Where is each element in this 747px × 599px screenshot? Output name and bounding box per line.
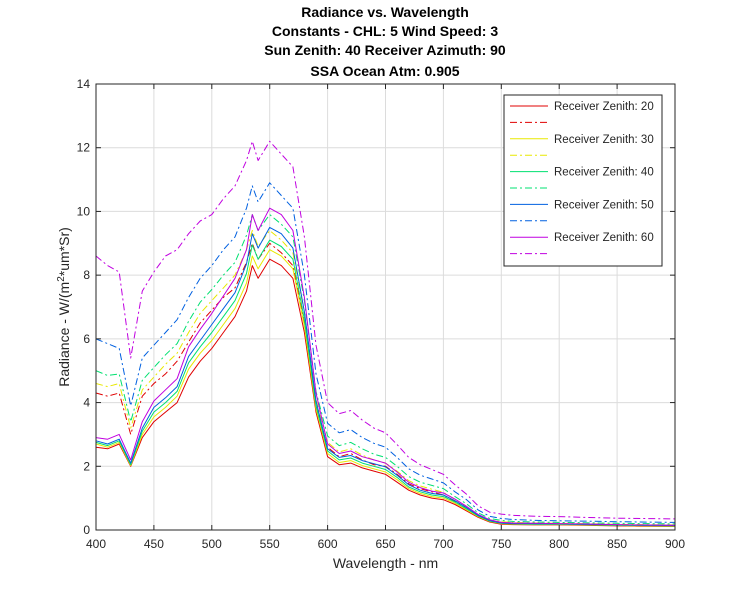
series-line-9 [95, 207, 676, 526]
x-tick-label: 450 [144, 537, 164, 551]
title-line-2: Constants - CHL: 5 Wind Speed: 3 [272, 23, 498, 39]
x-tick-label: 550 [260, 537, 280, 551]
x-axis-ticks: 400 450 500 550 600 650 700 750 800 850 900 [86, 84, 685, 551]
x-tick-label: 850 [607, 537, 627, 551]
y-axis-label: Radiance - W/(m2*um*Sr) [56, 227, 73, 387]
title-line-4: SSA Ocean Atm: 0.905 [310, 63, 459, 79]
y-tick-label: 2 [83, 459, 90, 473]
series-lines [95, 140, 676, 527]
y-tick-label: 4 [83, 396, 90, 410]
series-line-4 [95, 230, 676, 526]
series-line-10 [95, 140, 676, 520]
y-axis-label-prefix: Radiance - W/(m [56, 282, 72, 387]
legend-label-9: Receiver Zenith: 60 [554, 232, 654, 244]
series-line-7 [95, 226, 676, 526]
x-tick-label: 500 [202, 537, 222, 551]
x-tick-label: 700 [433, 537, 453, 551]
x-tick-label: 800 [549, 537, 569, 551]
y-axis-ticks: 0 2 4 6 8 10 12 14 [77, 77, 675, 537]
y-tick-label: 14 [77, 77, 91, 91]
title-line-3: Sun Zenith: 40 Receiver Azimuth: 90 [264, 42, 506, 58]
x-tick-label: 650 [375, 537, 395, 551]
legend: Receiver Zenith: 20 Receiver Zenith: 30 Re… [503, 94, 663, 267]
x-tick-label: 900 [665, 537, 685, 551]
legend-label-7: Receiver Zenith: 50 [554, 199, 654, 211]
x-axis-label: Wavelength - nm [333, 555, 438, 571]
series-line-1 [95, 258, 676, 527]
series-line-6 [95, 214, 676, 525]
chart-title: Radiance vs. Wavelength Constants - CHL:… [264, 4, 506, 79]
legend-label-1: Receiver Zenith: 20 [554, 101, 654, 113]
legend-label-5: Receiver Zenith: 40 [554, 167, 654, 179]
y-tick-label: 0 [83, 523, 90, 537]
x-tick-label: 400 [86, 537, 106, 551]
y-axis-label-suffix: *um*Sr) [56, 227, 72, 276]
title-line-1: Radiance vs. Wavelength [301, 4, 469, 20]
y-tick-label: 12 [77, 141, 91, 155]
y-tick-label: 8 [83, 268, 90, 282]
y-tick-label: 6 [83, 332, 90, 346]
y-tick-label: 10 [77, 204, 91, 218]
x-tick-label: 750 [491, 537, 511, 551]
y-axis-label-superscript: 2 [56, 276, 67, 282]
legend-label-3: Receiver Zenith: 30 [554, 134, 654, 146]
x-tick-label: 600 [318, 537, 338, 551]
